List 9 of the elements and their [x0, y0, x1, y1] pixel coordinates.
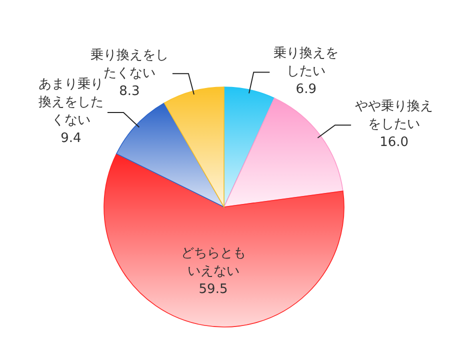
data-label: 9.4 — [60, 130, 82, 148]
slice-label: どちらともいえない — [180, 245, 246, 282]
data-label: 8.3 — [119, 84, 140, 99]
data-label: 59.5 — [198, 281, 229, 300]
slice-label: あまり乗り換えをしたくない — [38, 76, 104, 130]
data-label: 16.0 — [378, 134, 410, 152]
slice-label: やや乗り換えをしたい — [354, 98, 434, 134]
data-label: 6.9 — [294, 81, 318, 100]
slice-label: 乗り換えをしたい — [273, 45, 340, 82]
